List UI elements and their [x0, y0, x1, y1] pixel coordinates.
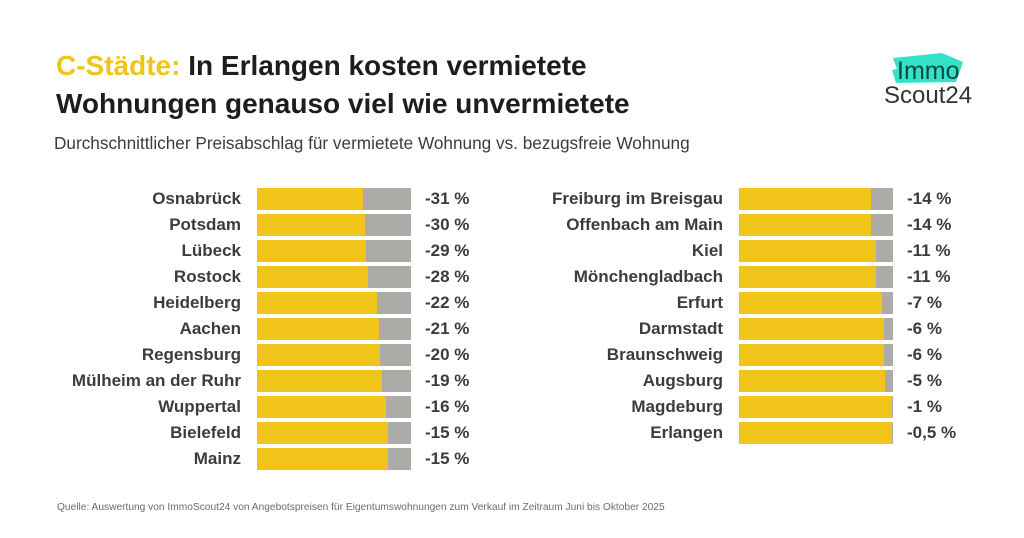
svg-text:Scout24: Scout24: [884, 82, 972, 109]
svg-text:Immo: Immo: [897, 57, 960, 85]
